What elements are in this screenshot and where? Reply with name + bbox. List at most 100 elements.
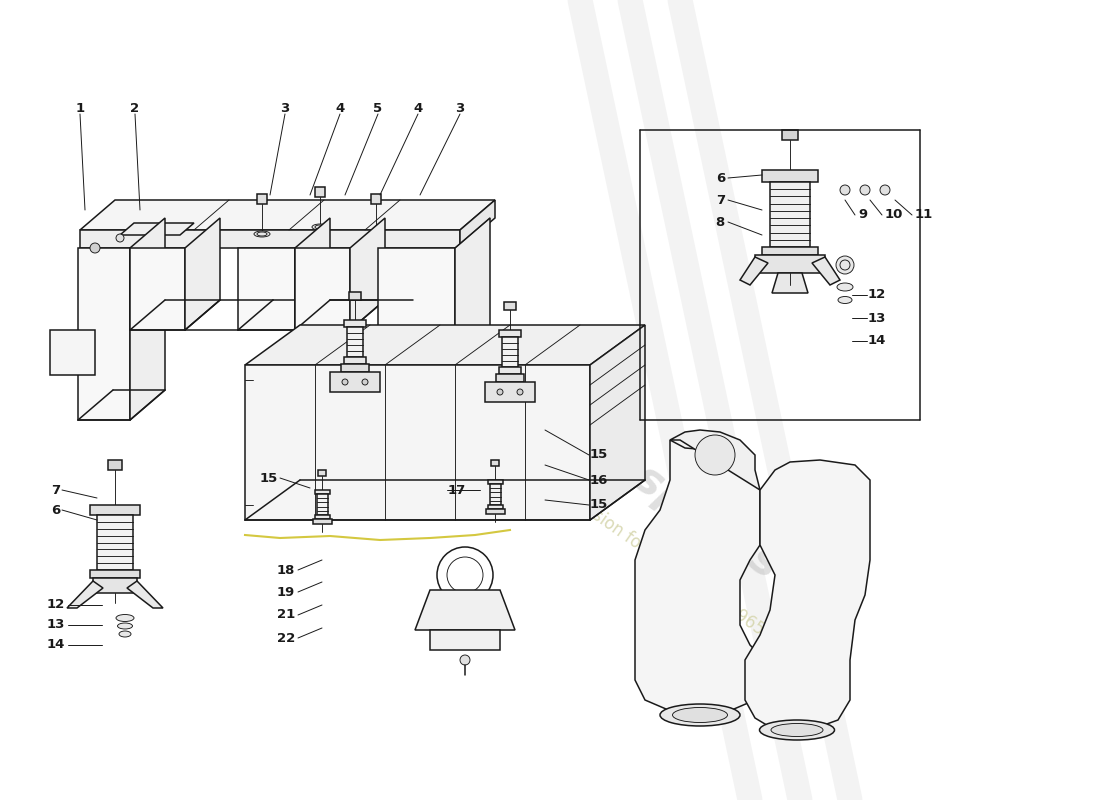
Polygon shape bbox=[504, 302, 516, 310]
Text: eurospares: eurospares bbox=[532, 392, 788, 588]
Polygon shape bbox=[97, 515, 133, 570]
Polygon shape bbox=[487, 505, 503, 509]
Text: 15: 15 bbox=[260, 471, 278, 485]
Bar bbox=[371, 194, 381, 204]
Circle shape bbox=[116, 234, 124, 242]
Text: 16: 16 bbox=[590, 474, 608, 486]
Polygon shape bbox=[318, 470, 327, 476]
Ellipse shape bbox=[315, 225, 324, 229]
Circle shape bbox=[836, 256, 854, 274]
Polygon shape bbox=[317, 494, 328, 515]
Polygon shape bbox=[740, 257, 768, 285]
Polygon shape bbox=[499, 330, 521, 337]
Circle shape bbox=[840, 185, 850, 195]
Polygon shape bbox=[126, 581, 163, 608]
Polygon shape bbox=[496, 374, 524, 382]
Text: 1: 1 bbox=[76, 102, 85, 114]
Polygon shape bbox=[670, 430, 760, 490]
Polygon shape bbox=[245, 325, 645, 365]
Polygon shape bbox=[344, 357, 366, 364]
Polygon shape bbox=[487, 480, 503, 484]
Polygon shape bbox=[415, 590, 515, 630]
Text: 10: 10 bbox=[886, 209, 903, 222]
Polygon shape bbox=[130, 248, 185, 330]
Polygon shape bbox=[120, 223, 194, 235]
Polygon shape bbox=[245, 365, 590, 520]
Polygon shape bbox=[350, 218, 385, 330]
Text: 14: 14 bbox=[46, 638, 65, 651]
Polygon shape bbox=[782, 130, 797, 140]
Polygon shape bbox=[90, 505, 140, 515]
Circle shape bbox=[90, 243, 100, 253]
Polygon shape bbox=[772, 273, 808, 293]
Circle shape bbox=[880, 185, 890, 195]
Polygon shape bbox=[460, 200, 495, 248]
Text: 9: 9 bbox=[858, 209, 867, 222]
Polygon shape bbox=[490, 484, 500, 505]
Polygon shape bbox=[430, 630, 500, 650]
Polygon shape bbox=[502, 337, 518, 367]
Polygon shape bbox=[315, 490, 330, 494]
Polygon shape bbox=[295, 248, 350, 330]
Text: 14: 14 bbox=[868, 334, 887, 347]
Text: 7: 7 bbox=[716, 194, 725, 206]
Polygon shape bbox=[330, 372, 380, 392]
Polygon shape bbox=[755, 255, 825, 273]
Polygon shape bbox=[499, 367, 521, 374]
Circle shape bbox=[860, 185, 870, 195]
Ellipse shape bbox=[118, 623, 132, 629]
Polygon shape bbox=[238, 248, 295, 330]
Text: 11: 11 bbox=[915, 209, 933, 222]
Text: 12: 12 bbox=[46, 598, 65, 611]
Text: 13: 13 bbox=[868, 311, 887, 325]
Polygon shape bbox=[491, 460, 499, 466]
Text: 12: 12 bbox=[868, 289, 887, 302]
Polygon shape bbox=[346, 327, 363, 357]
Text: 5: 5 bbox=[373, 102, 383, 114]
Circle shape bbox=[695, 435, 735, 475]
Ellipse shape bbox=[119, 631, 131, 637]
Circle shape bbox=[460, 655, 470, 665]
Text: a passion for parts since 1965: a passion for parts since 1965 bbox=[552, 481, 768, 639]
Polygon shape bbox=[812, 257, 840, 285]
Polygon shape bbox=[455, 218, 490, 420]
Polygon shape bbox=[185, 218, 220, 330]
Polygon shape bbox=[312, 519, 331, 524]
Polygon shape bbox=[762, 247, 818, 255]
Polygon shape bbox=[485, 382, 535, 402]
Text: 21: 21 bbox=[277, 609, 295, 622]
Polygon shape bbox=[80, 230, 460, 248]
Polygon shape bbox=[78, 248, 130, 420]
Polygon shape bbox=[50, 330, 95, 375]
Ellipse shape bbox=[257, 232, 267, 236]
Ellipse shape bbox=[771, 723, 823, 737]
Polygon shape bbox=[485, 509, 505, 514]
Polygon shape bbox=[295, 218, 330, 330]
Text: 4: 4 bbox=[414, 102, 422, 114]
Polygon shape bbox=[108, 460, 122, 470]
Text: 15: 15 bbox=[590, 449, 608, 462]
Ellipse shape bbox=[660, 704, 740, 726]
Polygon shape bbox=[315, 515, 330, 519]
Text: 3: 3 bbox=[455, 102, 464, 114]
Text: 3: 3 bbox=[280, 102, 289, 114]
Circle shape bbox=[517, 389, 522, 395]
Ellipse shape bbox=[368, 231, 384, 237]
Polygon shape bbox=[770, 182, 810, 247]
Text: 19: 19 bbox=[277, 586, 295, 598]
Ellipse shape bbox=[672, 707, 727, 722]
Polygon shape bbox=[80, 200, 495, 230]
Ellipse shape bbox=[838, 297, 853, 303]
Polygon shape bbox=[349, 292, 361, 300]
Bar bbox=[257, 194, 267, 204]
Polygon shape bbox=[341, 364, 368, 372]
Polygon shape bbox=[344, 320, 366, 327]
Polygon shape bbox=[762, 170, 818, 182]
Text: 18: 18 bbox=[276, 563, 295, 577]
Ellipse shape bbox=[254, 231, 270, 237]
Text: 8: 8 bbox=[716, 215, 725, 229]
Text: 15: 15 bbox=[590, 498, 608, 511]
Text: 6: 6 bbox=[716, 171, 725, 185]
Text: 17: 17 bbox=[448, 483, 466, 497]
Polygon shape bbox=[590, 325, 645, 520]
